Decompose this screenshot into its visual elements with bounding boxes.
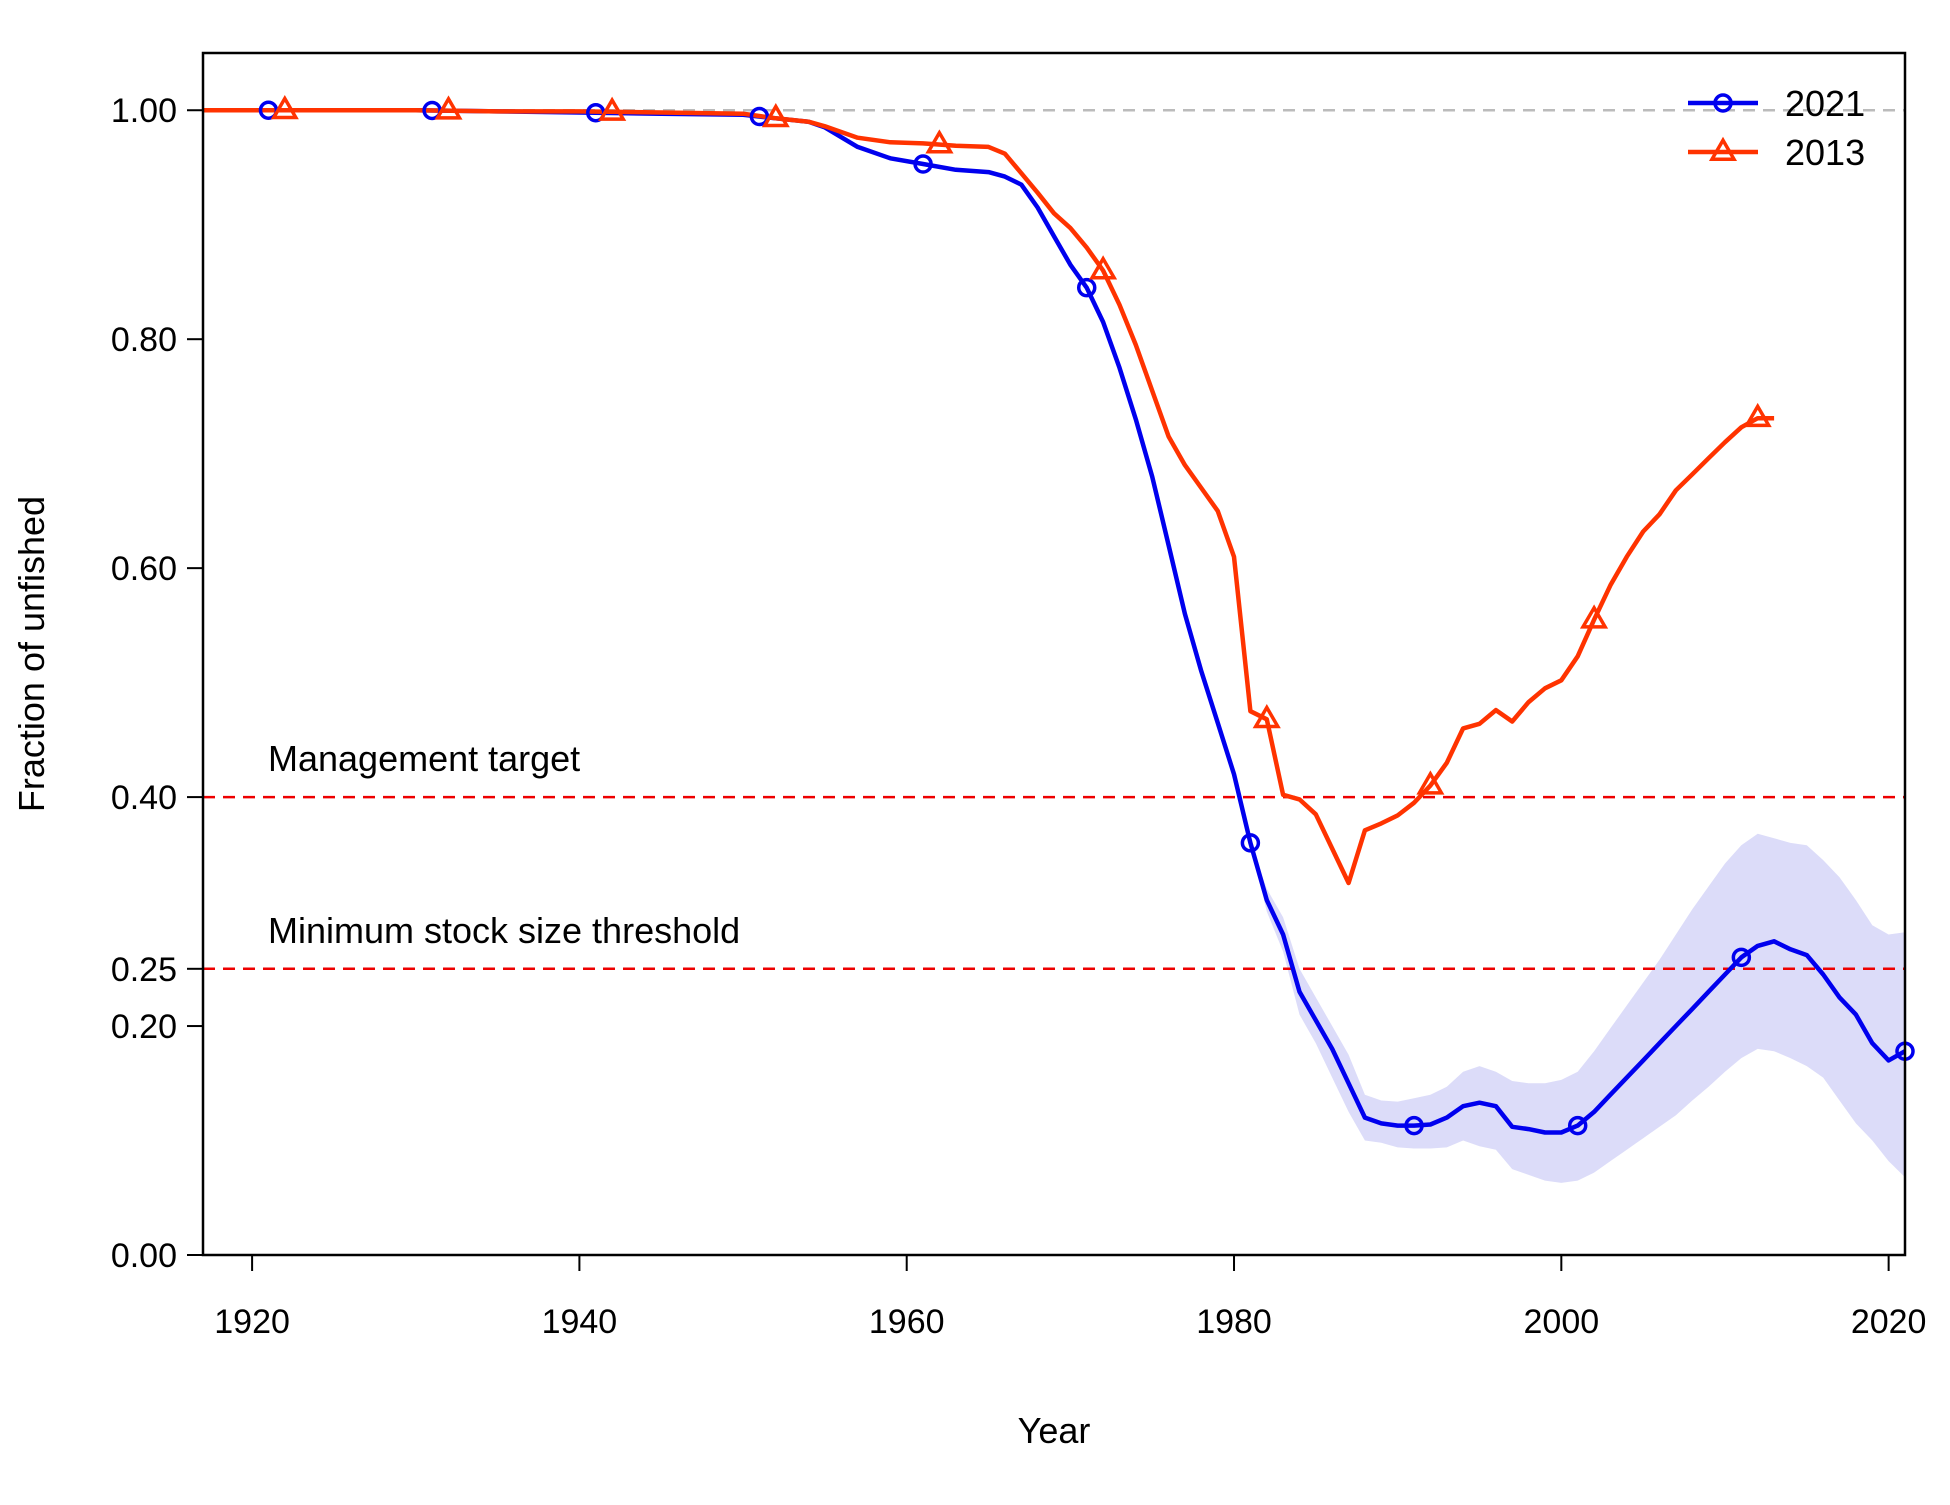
- data-point-2013-2002: [1579, 604, 1609, 629]
- legend-label-2021: 2021: [1785, 83, 1865, 124]
- marker-layer: [258, 95, 1915, 1136]
- x-axis: 1920 1940 1960 1980 2000 2020: [214, 1254, 1927, 1341]
- data-point-2013-1982: [1252, 704, 1281, 729]
- data-point-2021-1971: [1076, 277, 1097, 298]
- data-point-2013-1922: [270, 95, 299, 120]
- y-tick-label-3: 0.40: [111, 779, 177, 817]
- x-tick-label-1: 1940: [542, 1303, 618, 1341]
- y-axis-title: Fraction of unfished: [11, 496, 52, 812]
- x-tick-label-2: 1960: [869, 1303, 945, 1341]
- legend-marker-2013: [1708, 136, 1738, 161]
- data-point-2013-1932: [434, 95, 463, 120]
- x-axis-title: Year: [1018, 1410, 1091, 1451]
- y-tick-label-1: 0.20: [111, 1008, 177, 1046]
- y-tick-label-2: 0.25: [111, 951, 177, 989]
- data-point-2021-1981: [1240, 833, 1261, 853]
- ci-band-2021: [203, 110, 1905, 1183]
- ci-band-layer: [203, 110, 1905, 1183]
- legend: 2021 2013: [1688, 83, 1865, 173]
- data-point-2021-1951: [749, 106, 770, 127]
- data-point-2021-2011: [1731, 947, 1752, 968]
- series-layer: [203, 107, 1907, 1135]
- legend-marker-2021: [1713, 93, 1733, 113]
- y-axis: 0.00 0.20 0.25 0.40 0.60 0.80 1.00: [111, 92, 204, 1275]
- legend-label-2013: 2013: [1785, 132, 1865, 173]
- annotations: Management target Minimum stock size thre…: [268, 738, 740, 951]
- data-point-2021-1991: [1404, 1115, 1424, 1136]
- data-point-2013-1962: [925, 129, 954, 154]
- x-tick-label-3: 1980: [1196, 1303, 1272, 1341]
- data-point-2021-2001: [1567, 1115, 1588, 1136]
- reference-line-label-2: Minimum stock size threshold: [268, 910, 740, 951]
- data-point-2013-1952: [761, 103, 790, 128]
- reference-line-label-1: Management target: [268, 738, 580, 779]
- data-point-2013-1972: [1089, 255, 1118, 280]
- y-tick-label-4: 0.60: [111, 550, 177, 588]
- x-tick-label-0: 1920: [214, 1303, 290, 1341]
- series-line-2013: [203, 107, 1775, 886]
- x-tick-label-4: 2000: [1524, 1303, 1600, 1341]
- data-point-2013-2012: [1743, 402, 1772, 428]
- y-tick-label-5: 0.80: [111, 321, 177, 359]
- x-tick-label-5: 2020: [1851, 1303, 1927, 1341]
- y-tick-label-0: 0.00: [111, 1237, 177, 1275]
- data-point-2013-1942: [598, 96, 627, 121]
- y-tick-label-6: 1.00: [111, 92, 177, 130]
- data-point-2013-1992: [1416, 770, 1445, 795]
- data-point-2021-1961: [913, 154, 933, 174]
- series-line-2021: [203, 107, 1907, 1135]
